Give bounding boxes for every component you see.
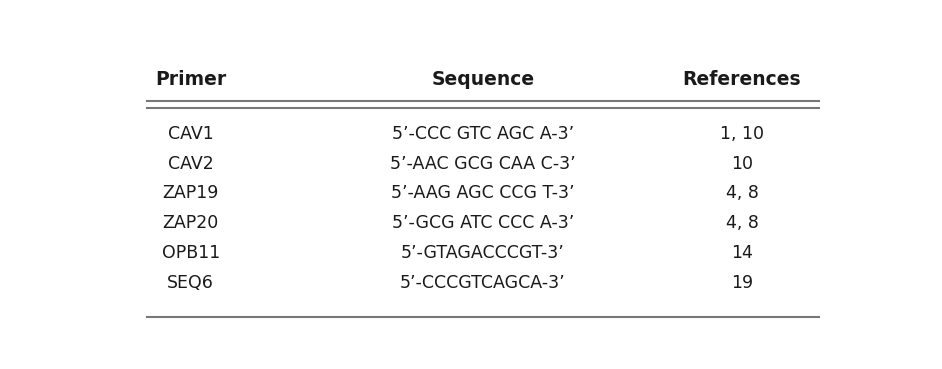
Text: 5’-GCG ATC CCC A-3’: 5’-GCG ATC CCC A-3’ — [392, 214, 574, 232]
Text: 10: 10 — [731, 155, 753, 173]
Text: 5’-GTAGACCCGT-3’: 5’-GTAGACCCGT-3’ — [401, 244, 564, 262]
Text: 19: 19 — [731, 274, 753, 292]
Text: 5’-AAG AGC CCG T-3’: 5’-AAG AGC CCG T-3’ — [391, 184, 575, 203]
Text: Primer: Primer — [155, 70, 226, 89]
Text: CAV2: CAV2 — [168, 155, 214, 173]
Text: CAV1: CAV1 — [168, 125, 214, 143]
Text: References: References — [683, 70, 802, 89]
Text: 5’-CCCGTCAGCA-3’: 5’-CCCGTCAGCA-3’ — [400, 274, 565, 292]
Text: 5’-CCC GTC AGC A-3’: 5’-CCC GTC AGC A-3’ — [392, 125, 574, 143]
Text: ZAP19: ZAP19 — [163, 184, 219, 203]
Text: 1, 10: 1, 10 — [720, 125, 764, 143]
Text: ZAP20: ZAP20 — [163, 214, 219, 232]
Text: Sequence: Sequence — [431, 70, 534, 89]
Text: SEQ6: SEQ6 — [168, 274, 214, 292]
Text: 4, 8: 4, 8 — [725, 184, 758, 203]
Text: OPB11: OPB11 — [162, 244, 219, 262]
Text: 4, 8: 4, 8 — [725, 214, 758, 232]
Text: 14: 14 — [731, 244, 753, 262]
Text: 5’-AAC GCG CAA C-3’: 5’-AAC GCG CAA C-3’ — [390, 155, 576, 173]
